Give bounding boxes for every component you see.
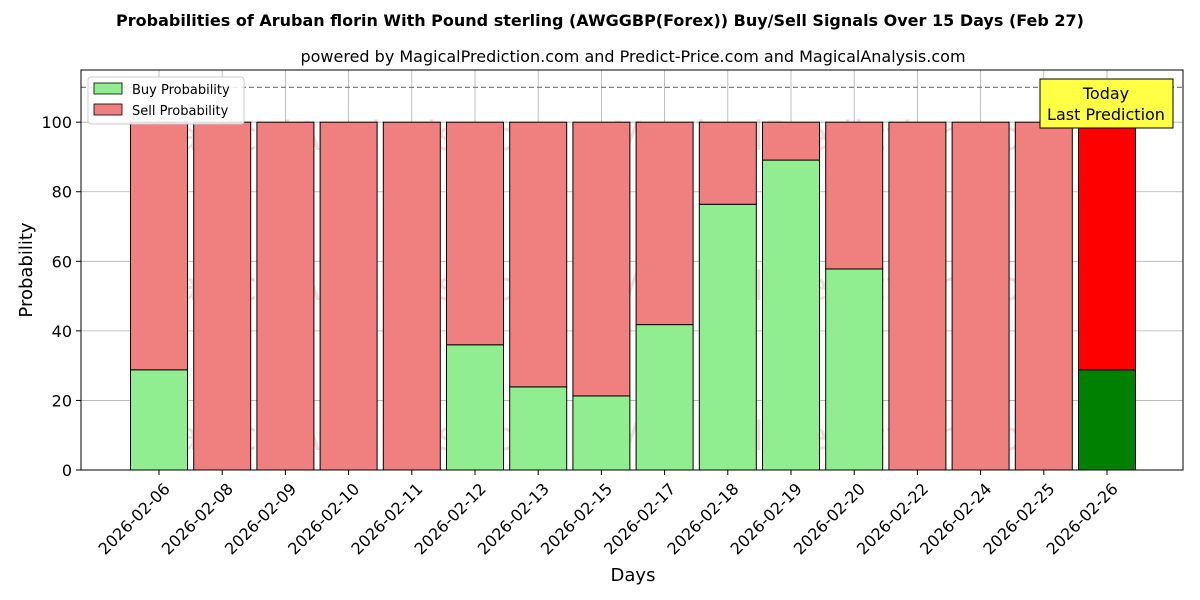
bar-sell-2026-02-22	[888, 121, 947, 471]
bar-sell-2026-02-06	[130, 121, 188, 371]
bar-sell-2026-02-08	[193, 121, 252, 471]
plot-frame	[80, 69, 1184, 471]
y-tick-label: 40	[52, 322, 72, 341]
chart-subtitle: powered by MagicalPrediction.com and Pre…	[300, 47, 965, 66]
bar-sell-2026-02-25	[1014, 121, 1073, 471]
bar-buy-2026-02-19	[762, 159, 820, 471]
bar-sell-2026-02-24	[951, 121, 1010, 471]
bar-sell-2026-02-18	[698, 121, 757, 205]
bar-sell-2026-02-13	[509, 121, 568, 388]
bar-buy-2026-02-06	[130, 369, 188, 471]
legend-buy-swatch	[93, 82, 123, 95]
bar-buy-2026-02-12	[446, 344, 504, 471]
today-annotation: Today Last Prediction	[1039, 78, 1174, 129]
bar-buy-2026-02-17	[635, 324, 694, 471]
bar-sell-2026-02-15	[572, 121, 631, 397]
bar-sell-2026-02-10	[319, 121, 378, 471]
bar-buy-2026-02-26	[1078, 369, 1136, 471]
legend-buy-label: Buy Probability	[132, 83, 230, 98]
y-tick-label: 20	[52, 391, 72, 410]
bar-sell-2026-02-09	[256, 121, 315, 471]
bar-buy-2026-02-15	[572, 395, 631, 471]
x-axis: 2026-02-062026-02-082026-02-092026-02-10…	[95, 470, 1122, 558]
bar-sell-2026-02-12	[446, 121, 504, 346]
bar-buy-2026-02-13	[509, 386, 568, 471]
y-tick-label: 0	[62, 461, 72, 480]
x-axis-label: Days	[611, 565, 656, 586]
y-axis: 0 20 40 60 80 100	[41, 113, 81, 480]
y-tick-label: 100	[41, 113, 72, 132]
y-tick-label: 80	[52, 183, 72, 202]
legend-sell-swatch	[93, 103, 123, 116]
bar-sell-2026-02-20	[825, 121, 884, 270]
bar-sell-2026-02-26	[1078, 121, 1136, 371]
bar-sell-2026-02-17	[635, 121, 694, 326]
chart-title: Probabilities of Aruban florin With Poun…	[116, 11, 1084, 30]
today-annotation-line1: Today	[1082, 84, 1129, 103]
legend-box	[87, 76, 245, 125]
legend: Buy Probability Sell Probability	[87, 76, 245, 125]
bar-buy-2026-02-20	[825, 268, 884, 471]
bar-sell-2026-02-11	[382, 121, 441, 471]
bars-layer	[130, 121, 1136, 471]
bar-buy-2026-02-18	[698, 203, 757, 471]
today-annotation-line2: Last Prediction	[1047, 105, 1165, 124]
y-axis-label: Probability	[16, 222, 37, 317]
y-tick-label: 60	[52, 252, 72, 271]
legend-sell-label: Sell Probability	[132, 104, 229, 119]
today-annotation-box	[1039, 78, 1174, 129]
bar-sell-2026-02-19	[762, 121, 820, 161]
